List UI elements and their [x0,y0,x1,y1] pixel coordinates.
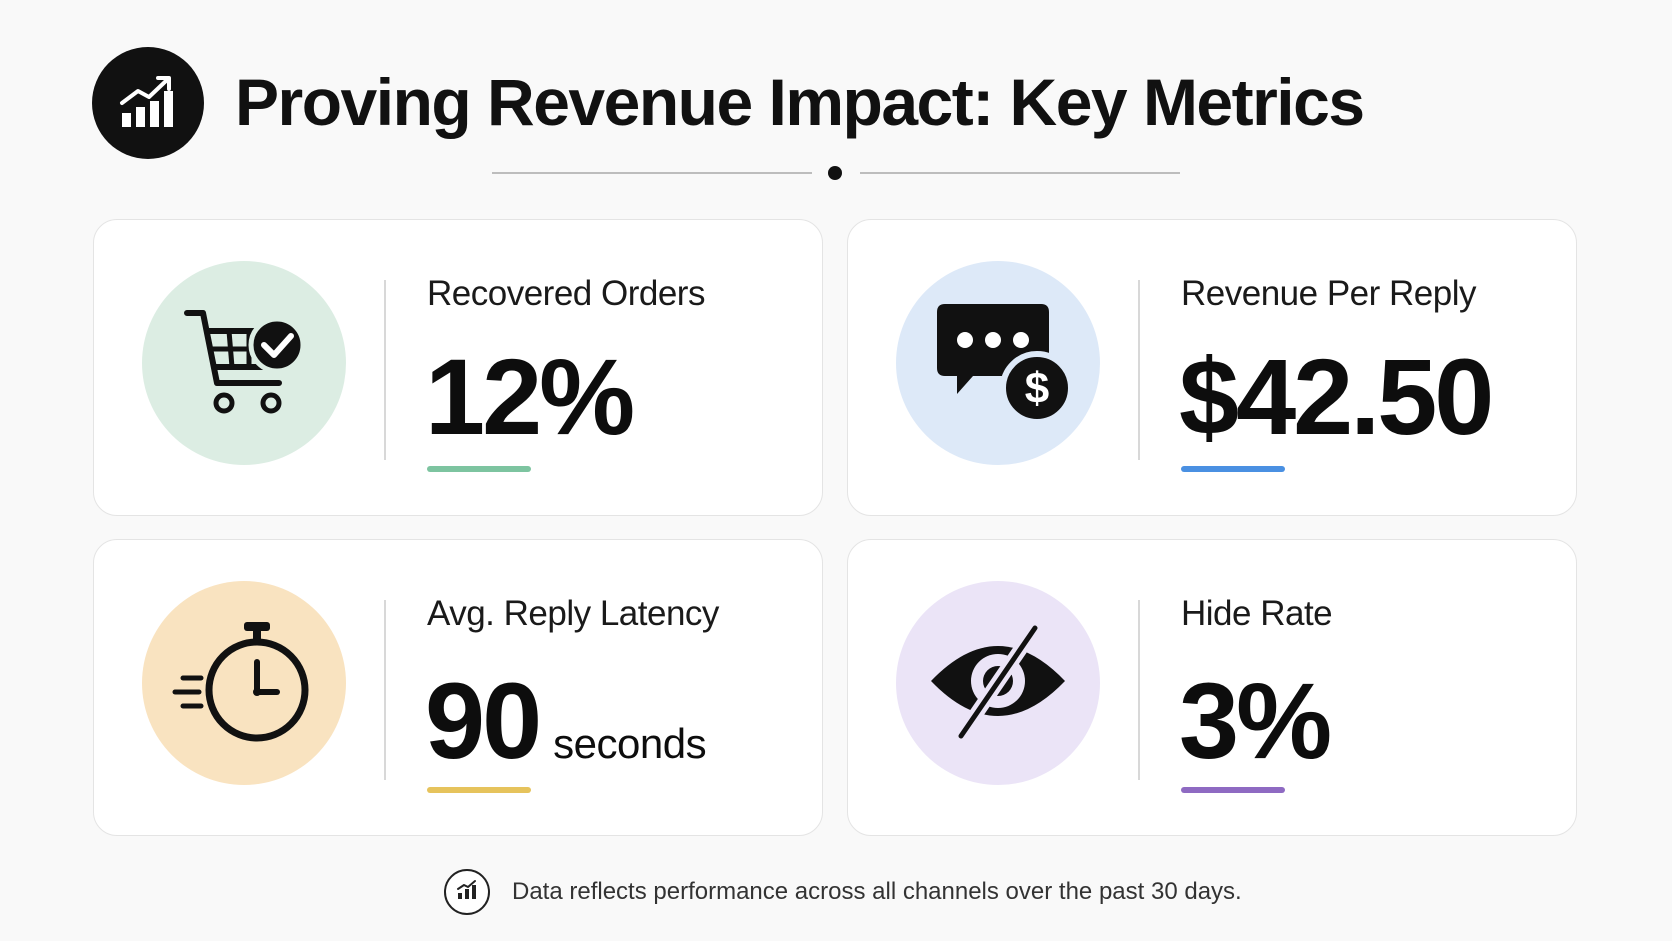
metric-value: 12% [425,336,635,457]
metric-value: 3% [1179,660,1332,781]
icon-circle [142,581,346,785]
metric-value: 90 seconds [425,660,707,804]
metric-label: Recovered Orders [427,274,705,313]
page-title: Proving Revenue Impact: Key Metrics [235,65,1365,139]
header-logo [92,47,204,159]
metric-number: 90 [425,660,542,781]
metric-label: Hide Rate [1181,594,1333,633]
metric-unit: seconds [553,720,707,767]
svg-text:$: $ [1025,364,1049,413]
card-separator [1138,600,1140,780]
metric-card-recovered-orders: Recovered Orders 12% [93,219,823,516]
title-divider-right [860,172,1180,174]
accent-bar [427,466,531,472]
stopwatch-icon [169,616,319,751]
title-divider-left [492,172,812,174]
card-separator [384,280,386,460]
metric-label: Avg. Reply Latency [427,594,719,633]
chat-dollar-icon: $ [923,296,1074,431]
bar-chart-icon [455,878,479,907]
title-divider-dot [828,166,842,180]
accent-bar [427,787,531,793]
metric-number: 3% [1179,660,1332,781]
icon-circle [896,581,1100,785]
metric-card-avg-reply-latency: Avg. Reply Latency 90 seconds [93,539,823,836]
accent-bar [1181,466,1285,472]
metric-label: Revenue Per Reply [1181,274,1477,313]
accent-bar [1181,787,1285,793]
footer-icon-badge [444,869,490,915]
chart-trend-up-icon [116,69,180,138]
card-separator [384,600,386,780]
card-separator [1138,280,1140,460]
eye-off-icon [923,616,1073,751]
metric-value: $42.50 [1179,336,1494,457]
metric-card-hide-rate: Hide Rate 3% [847,539,1577,836]
metric-number: $42.50 [1179,336,1494,457]
icon-circle [142,261,346,465]
metric-number: 12% [425,336,635,457]
cart-check-icon [179,301,309,426]
metric-card-revenue-per-reply: $ Revenue Per Reply $42.50 [847,219,1577,516]
icon-circle: $ [896,261,1100,465]
footer-note: Data reflects performance across all cha… [512,878,1242,905]
